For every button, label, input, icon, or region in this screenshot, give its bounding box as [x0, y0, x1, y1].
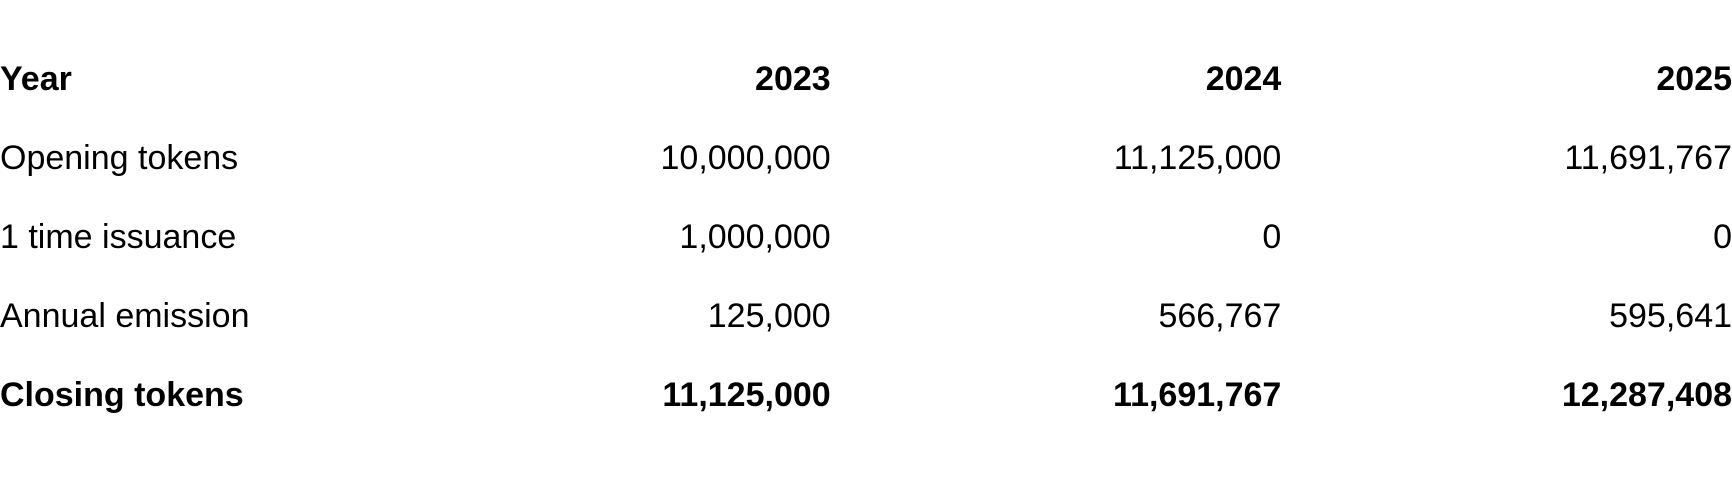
table-row: Opening tokens 10,000,000 11,125,000 11,…	[0, 119, 1732, 198]
table-header-row: Year 2023 2024 2025	[0, 40, 1732, 119]
row-value: 0	[1281, 218, 1732, 257]
row-label: Opening tokens	[0, 139, 380, 178]
row-value: 11,125,000	[831, 139, 1282, 178]
row-value: 125,000	[380, 297, 831, 336]
footer-value: 12,287,408	[1281, 376, 1732, 415]
row-value: 0	[831, 218, 1282, 257]
table-row: 1 time issuance 1,000,000 0 0	[0, 198, 1732, 277]
row-value: 11,691,767	[1281, 139, 1732, 178]
header-col-2: 2025	[1281, 60, 1732, 99]
token-table: Year 2023 2024 2025 Opening tokens 10,00…	[0, 0, 1732, 500]
table-row: Annual emission 125,000 566,767 595,641	[0, 277, 1732, 356]
footer-value: 11,691,767	[831, 376, 1282, 415]
row-value: 595,641	[1281, 297, 1732, 336]
row-label: 1 time issuance	[0, 218, 380, 257]
footer-value: 11,125,000	[380, 376, 831, 415]
footer-label: Closing tokens	[0, 376, 380, 415]
table-footer-row: Closing tokens 11,125,000 11,691,767 12,…	[0, 356, 1732, 435]
header-col-0: 2023	[380, 60, 831, 99]
row-label: Annual emission	[0, 297, 380, 336]
header-label: Year	[0, 60, 380, 99]
row-value: 566,767	[831, 297, 1282, 336]
header-col-1: 2024	[831, 60, 1282, 99]
row-value: 10,000,000	[380, 139, 831, 178]
row-value: 1,000,000	[380, 218, 831, 257]
